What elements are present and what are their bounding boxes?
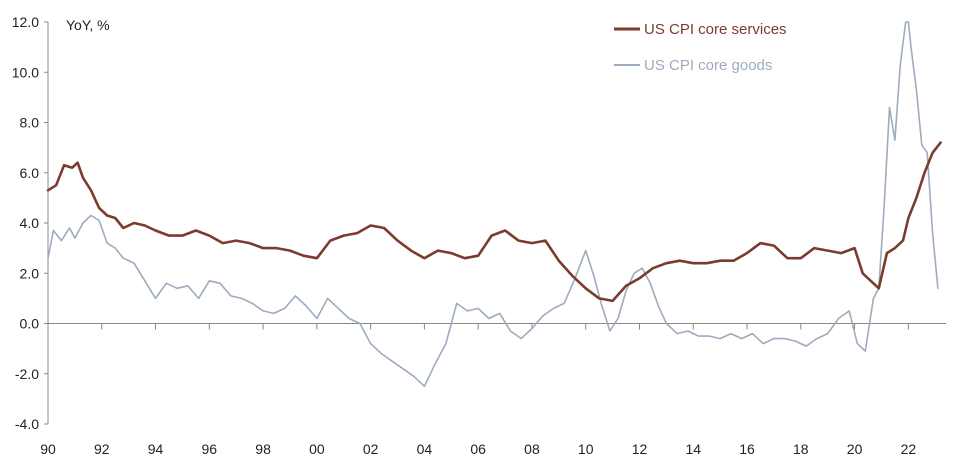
y-tick-label: -4.0 xyxy=(15,416,39,432)
x-tick-label: 06 xyxy=(470,441,486,457)
y-axis-label: YoY, % xyxy=(66,17,110,33)
x-tick-label: 14 xyxy=(685,441,701,457)
x-tick-label: 92 xyxy=(94,441,110,457)
x-tick-label: 98 xyxy=(255,441,271,457)
x-tick-label: 08 xyxy=(524,441,540,457)
y-tick-label: 2.0 xyxy=(20,265,40,281)
y-tick-label: 12.0 xyxy=(12,14,39,30)
x-tick-label: 02 xyxy=(363,441,379,457)
x-tick-label: 18 xyxy=(793,441,809,457)
legend-label: US CPI core goods xyxy=(644,57,772,74)
y-tick-label: 6.0 xyxy=(20,165,40,181)
x-tick-label: 10 xyxy=(578,441,594,457)
x-tick-label: 00 xyxy=(309,441,325,457)
y-tick-label: -2.0 xyxy=(15,366,39,382)
legend: US CPI core services US CPI core goods xyxy=(614,21,787,74)
y-tick-label: 4.0 xyxy=(20,215,40,231)
x-tick-label: 90 xyxy=(40,441,56,457)
x-tick-label: 96 xyxy=(202,441,218,457)
series-layer xyxy=(46,21,942,388)
series-line-core-services xyxy=(46,141,942,303)
x-tick-label: 04 xyxy=(417,441,433,457)
x-tick-label: 20 xyxy=(847,441,863,457)
series-line-core-goods xyxy=(47,21,939,388)
y-axis: 12.0 10.0 8.0 6.0 4.0 2.0 0.0 -2.0 -4.0 xyxy=(12,14,49,432)
x-tick-label: 12 xyxy=(632,441,648,457)
y-tick-label: 8.0 xyxy=(20,115,40,131)
x-tick-label: 94 xyxy=(148,441,164,457)
x-tick-label: 22 xyxy=(901,441,917,457)
y-tick-label: 0.0 xyxy=(20,316,40,332)
x-tick-label: 16 xyxy=(739,441,755,457)
x-axis: 90 92 94 96 98 00 02 04 06 08 10 12 14 16 18 20 22 xyxy=(40,323,946,457)
legend-label: US CPI core services xyxy=(644,21,787,38)
y-tick-label: 10.0 xyxy=(12,64,39,80)
